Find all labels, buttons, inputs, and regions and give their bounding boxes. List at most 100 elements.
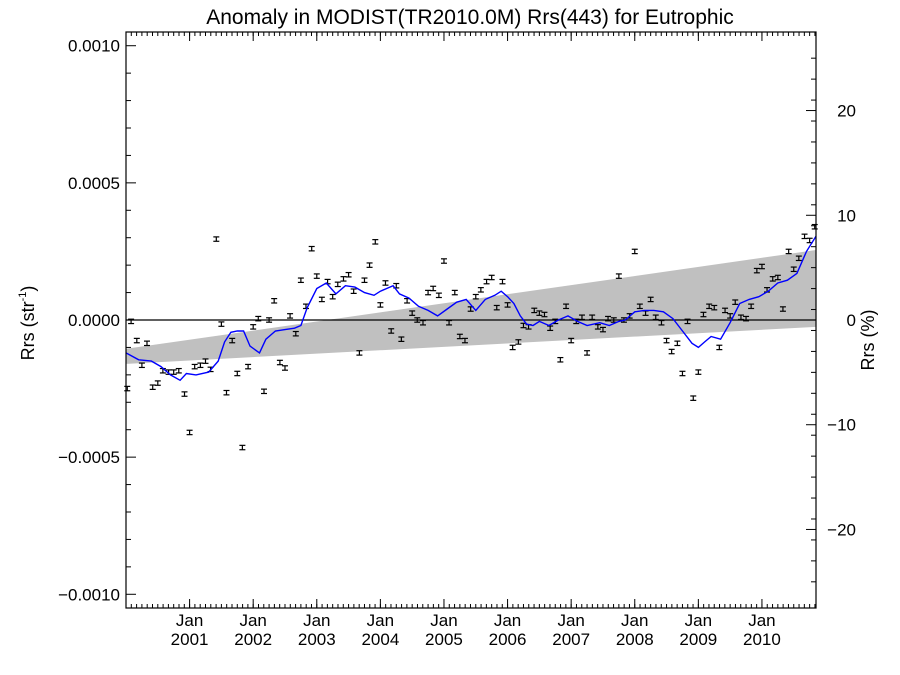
data-point <box>334 281 341 288</box>
data-point <box>255 315 262 322</box>
data-point <box>435 292 442 299</box>
data-point <box>743 315 750 322</box>
data-point <box>668 348 675 355</box>
data-point <box>499 278 506 285</box>
data-point <box>297 277 304 284</box>
data-point <box>181 391 188 397</box>
data-point <box>213 236 220 242</box>
data-point <box>690 395 697 401</box>
data-point <box>414 317 421 323</box>
y-axis-label-right: Rrs (%) <box>858 310 878 371</box>
data-point <box>753 267 760 274</box>
data-point <box>647 296 654 303</box>
data-point <box>329 293 336 300</box>
data-point <box>483 278 490 285</box>
data-point <box>652 314 659 321</box>
data-point <box>795 255 802 262</box>
data-point <box>589 314 596 321</box>
data-point <box>245 363 252 370</box>
y-tick-label-right: 20 <box>837 102 856 121</box>
x-tick-label-month: Jan <box>176 611 203 630</box>
data-point <box>281 365 288 371</box>
data-point <box>674 340 681 347</box>
data-point <box>154 380 161 386</box>
x-tick-label-year: 2001 <box>171 630 209 649</box>
data-point <box>636 303 643 310</box>
data-point <box>266 317 273 323</box>
data-point <box>594 324 601 330</box>
y-axis-label-left-main: Rrs (str <box>18 301 38 360</box>
data-point <box>785 248 792 255</box>
data-point <box>509 344 516 351</box>
data-point <box>234 370 241 377</box>
data-point <box>133 337 140 344</box>
data-point <box>261 388 267 395</box>
data-point <box>599 326 606 333</box>
data-point <box>197 362 204 369</box>
data-point <box>419 319 426 326</box>
data-point <box>229 337 236 344</box>
data-point <box>372 239 379 245</box>
data-point <box>706 303 713 310</box>
y-tick-label-right: 0 <box>847 311 856 330</box>
x-tick-label-year: 2010 <box>743 630 781 649</box>
data-point <box>124 385 131 392</box>
data-point <box>404 298 411 304</box>
data-point <box>149 384 156 390</box>
y-tick-label-left: 0.0010 <box>68 37 120 56</box>
y-axis-label-left: Rrs (str-1) <box>17 286 38 361</box>
data-point <box>440 258 447 264</box>
smoothed-series-line <box>125 235 817 382</box>
x-tick-label-year: 2004 <box>361 630 399 649</box>
chart-title: Anomaly in MODIST(TR2010.0M) Rrs(443) fo… <box>206 6 734 29</box>
y-axis-label-left-sup: -1 <box>17 292 29 302</box>
data-point <box>801 233 808 240</box>
data-point <box>345 271 352 278</box>
axes: 0.00100.00050.0000−0.0005−0.001020100−10… <box>58 31 856 649</box>
data-point <box>186 429 193 436</box>
data-point <box>605 315 612 322</box>
data-point <box>398 336 405 342</box>
smoothed-line <box>125 235 817 382</box>
data-point <box>515 339 522 345</box>
data-point <box>732 299 739 305</box>
data-point <box>774 274 781 281</box>
data-point <box>536 310 543 316</box>
data-point <box>356 350 363 356</box>
data-point <box>531 307 538 314</box>
x-tick-label-year: 2005 <box>425 630 463 649</box>
data-point <box>239 444 246 451</box>
data-point <box>271 298 278 304</box>
data-point <box>547 325 554 332</box>
data-point <box>302 303 309 310</box>
data-point <box>430 285 437 292</box>
x-tick-label-year: 2003 <box>298 630 336 649</box>
x-tick-label-month: Jan <box>494 611 521 630</box>
y-tick-label-left: −0.0005 <box>58 448 120 467</box>
data-point <box>758 263 765 270</box>
data-point <box>779 306 786 312</box>
y-axis-label-left-close: ) <box>18 286 38 292</box>
data-point <box>631 248 638 255</box>
data-point <box>504 302 511 308</box>
y-tick-label-right: −20 <box>827 520 856 539</box>
data-point <box>557 356 564 363</box>
data-point <box>695 369 702 375</box>
data-point <box>250 324 257 330</box>
data-point <box>382 280 389 286</box>
data-point <box>409 310 416 316</box>
data-point <box>218 321 225 327</box>
data-point <box>461 337 468 344</box>
data-point <box>568 337 575 344</box>
x-tick-label-year: 2008 <box>616 630 654 649</box>
data-point <box>366 262 373 268</box>
data-point <box>790 266 797 273</box>
data-point <box>541 311 548 318</box>
data-points <box>124 223 818 451</box>
data-point <box>722 307 729 314</box>
x-tick-label-month: Jan <box>303 611 330 630</box>
data-point <box>138 362 145 369</box>
data-point <box>143 340 150 347</box>
data-point <box>716 344 723 351</box>
